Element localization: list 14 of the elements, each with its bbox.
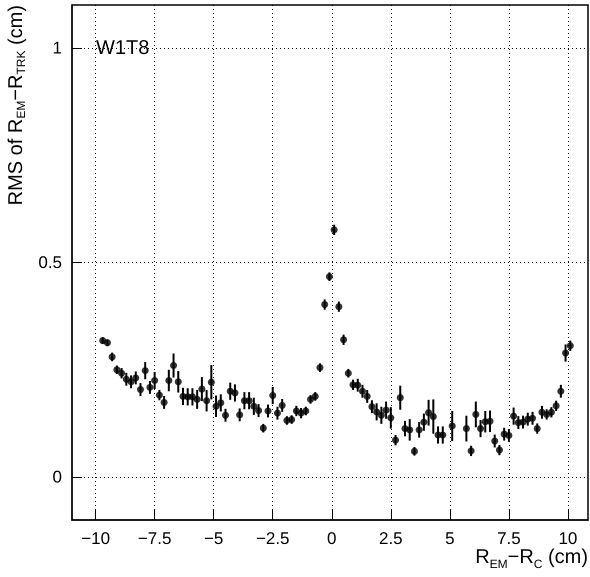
x-tick-label: −10	[81, 529, 110, 548]
x-tick-label: −2.5	[256, 529, 290, 548]
x-tick-label: 0	[327, 529, 337, 548]
x-tick-label: −5	[204, 529, 224, 548]
x-tick-label: 5	[445, 529, 455, 548]
x-tick-label: 10	[558, 529, 578, 548]
y-tick-label: 1	[52, 38, 62, 58]
x-tick-label: −7.5	[138, 529, 172, 548]
annotation: W1T8	[96, 37, 150, 59]
y-tick-label: 0.5	[38, 253, 62, 272]
x-axis-title: R$_{EM}$−R$_{C}$ (cm)	[475, 546, 588, 571]
x-tick-label: 2.5	[378, 529, 403, 548]
y-tick-label: 0	[52, 468, 62, 487]
x-tick-label: 7.5	[497, 529, 521, 548]
